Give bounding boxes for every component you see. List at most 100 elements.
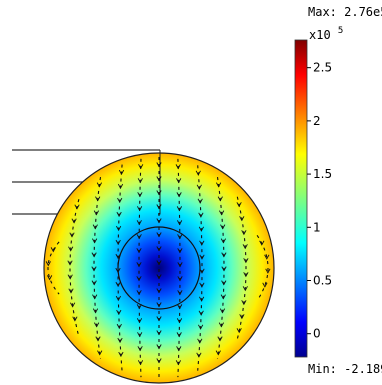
streamline-arrowhead [199, 268, 205, 274]
streamline-arrowhead [156, 204, 162, 210]
streamline-arrowhead [91, 280, 97, 286]
field-disk [43, 150, 275, 384]
streamline-arrowhead [138, 164, 144, 170]
streamline-arrowhead [198, 324, 204, 330]
streamline-arrowhead [50, 247, 56, 253]
streamline-arrows [45, 157, 271, 379]
streamline [236, 196, 247, 340]
streamline-arrowhead [243, 258, 249, 264]
colorbar-gradient [294, 39, 308, 358]
streamline-arrowhead [91, 252, 97, 258]
streamline-arrowhead [116, 323, 122, 330]
streamline-arrowhead [259, 240, 265, 246]
streamline-arrowhead [137, 332, 143, 338]
colorbar-tick-label: 2 [313, 114, 321, 128]
streamline-arrowhead [136, 234, 142, 240]
streamline-arrowhead [137, 360, 144, 366]
streamline-arrowhead [177, 276, 183, 282]
streamline-arrowhead [92, 294, 98, 300]
streamline-arrowhead [137, 346, 143, 352]
streamline-arrowhead [176, 178, 182, 184]
streamline-arrowhead [136, 220, 142, 226]
streamline-arrowhead [156, 344, 162, 350]
streamline-arrowhead [115, 253, 121, 260]
streamline-arrowhead [96, 182, 102, 188]
streamline-arrowhead [243, 272, 249, 278]
streamline-arrowhead [137, 206, 143, 212]
streamline-arrowhead [136, 318, 143, 324]
streamline-arrowhead [176, 192, 182, 198]
streamline-arrowhead [156, 260, 162, 266]
streamline-arrowhead [264, 254, 270, 260]
streamline-arrowhead [116, 309, 122, 316]
streamline [93, 177, 102, 359]
streamline-arrowhead [116, 211, 122, 218]
colorbar-tick-label: 0.5 [313, 273, 332, 287]
streamline-arrowhead [265, 268, 271, 274]
streamline-arrowhead [199, 282, 205, 288]
streamline-arrowhead [156, 218, 162, 224]
streamline-arrowhead [241, 230, 247, 236]
streamline-arrowhead [136, 276, 142, 282]
scale-exponent: 5 [338, 26, 343, 36]
colorbar-tick-label: 2.5 [313, 61, 332, 75]
streamline-arrowhead [91, 266, 97, 272]
streamline-arrowhead [93, 210, 99, 216]
streamline-arrowhead [217, 336, 223, 342]
streamline-arrowhead [156, 190, 162, 196]
streamline-arrowhead [177, 304, 183, 310]
streamline-arrowhead [94, 322, 100, 328]
streamline-arrowhead [199, 240, 205, 246]
streamline-arrowhead [92, 308, 99, 314]
streamline-arrowhead [241, 300, 247, 306]
streamline-arrowhead [199, 254, 205, 260]
streamline-arrowhead [221, 266, 227, 272]
streamline-arrowhead [117, 337, 123, 344]
streamline-arrowhead [71, 218, 77, 224]
streamline-arrowhead [156, 246, 162, 252]
streamline-arrowhead [236, 202, 242, 208]
streamline-arrowhead [92, 238, 98, 244]
streamline-arrowhead [156, 274, 162, 280]
streamline-arrowhead [198, 226, 204, 232]
streamline-arrowhead [118, 351, 124, 358]
streamline-arrowhead [177, 248, 183, 254]
streamline-arrowhead [242, 286, 248, 292]
streamline-arrowhead [67, 274, 73, 280]
streamline-arrowhead [156, 288, 162, 294]
streamline-arrowhead [68, 288, 74, 294]
disk-surface [43, 152, 275, 384]
streamline-arrowhead [115, 267, 121, 274]
streamline-arrowhead [95, 336, 101, 342]
streamline [216, 177, 225, 359]
streamline-arrowhead [118, 169, 125, 176]
streamline-arrowhead [199, 296, 205, 302]
streamline-arrowhead [176, 206, 182, 212]
streamline-arrowhead [197, 198, 203, 204]
streamline-arrowhead [242, 244, 248, 250]
streamline [47, 241, 60, 295]
streamline-arrowhead [115, 295, 121, 302]
max-label: Max: 2.76e5 [308, 5, 382, 19]
streamline-arrowhead [197, 338, 203, 344]
streamline-arrowhead [177, 220, 183, 226]
colorbar-tick-label: 1 [313, 220, 321, 234]
streamline-arrowhead [136, 248, 142, 254]
colorbar-tick-label: 0 [313, 327, 321, 341]
streamline-arrowhead [136, 262, 142, 268]
streamline-arrowhead [236, 328, 242, 334]
streamline-arrowhead [95, 196, 101, 202]
streamline-arrowhead [219, 308, 226, 314]
scale-base-label: x10 5 [309, 26, 343, 42]
streamline-arrowhead [215, 350, 221, 356]
scale-base: x10 [309, 28, 331, 42]
streamline-arrowhead [176, 332, 182, 338]
streamline-arrowhead [176, 346, 182, 352]
streamline-arrowhead [177, 262, 183, 268]
streamline-arrowhead [176, 318, 183, 324]
streamline-arrowhead [68, 246, 74, 252]
streamline-arrowhead [196, 352, 202, 358]
streamline-arrowhead [216, 182, 222, 188]
streamline-arrowhead [221, 252, 227, 258]
streamline-arrowhead [137, 178, 143, 184]
